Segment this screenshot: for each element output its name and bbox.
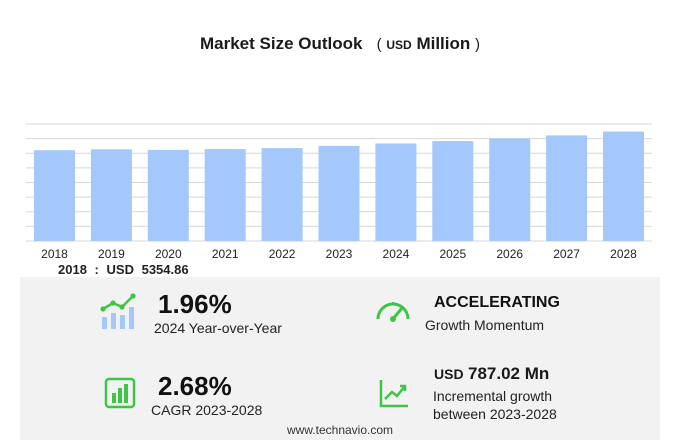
- growth-chart-icon: [100, 293, 136, 329]
- incr-label-2: between 2023-2028: [433, 406, 557, 422]
- x-tick-label: 2026: [496, 247, 523, 260]
- chart-title: Market Size Outlook ( USD Million ): [0, 34, 680, 54]
- x-tick-label: 2018: [41, 247, 68, 260]
- title-main: Market Size Outlook: [199, 34, 363, 53]
- incr-amount: 787.02 Mn: [468, 364, 550, 383]
- base-year: 2018: [58, 262, 87, 277]
- x-axis-labels: 2018 2019 2020 2021 2022 2023 2024 2025 2026 2027…: [41, 247, 637, 260]
- x-tick-label: 2024: [383, 247, 410, 260]
- x-tick-label: 2023: [326, 247, 353, 260]
- cagr-label: CAGR 2023-2028: [151, 402, 263, 418]
- base-year-value: 2018 : USD 5354.86: [58, 262, 193, 277]
- bar-chart: 2018 2019 2020 2021 2022 2023 2024 2025 2026 2027…: [26, 123, 652, 260]
- bar-2028: [603, 131, 644, 241]
- base-currency: USD: [106, 262, 134, 277]
- bar-2022: [261, 148, 303, 241]
- cagr-value: 2.68%: [158, 371, 232, 401]
- bar-2018: [34, 150, 75, 241]
- bars: [34, 131, 644, 241]
- bar-2023: [318, 145, 360, 241]
- title-paren-open: (: [376, 36, 382, 53]
- x-tick-label: 2027: [553, 247, 580, 260]
- base-sep: :: [94, 262, 99, 277]
- speedometer-icon: [376, 302, 410, 322]
- footer-site[interactable]: www.technavio.com: [286, 423, 394, 437]
- incr-label-1: Incremental growth: [433, 388, 553, 404]
- x-tick-label: 2025: [439, 247, 466, 260]
- x-tick-label: 2019: [98, 247, 125, 260]
- base-value: 5354.86: [141, 262, 189, 277]
- momentum-label: Growth Momentum: [425, 317, 545, 333]
- bar-2019: [90, 149, 132, 241]
- bar-2020: [147, 149, 189, 241]
- stats-panel: 1.96% 2024 Year-over-Year ACCELERATING G…: [20, 277, 660, 440]
- trend-line-icon: [379, 380, 408, 408]
- x-tick-label: 2028: [610, 247, 637, 260]
- title-currency: USD: [386, 38, 412, 52]
- title-paren-close: ): [475, 36, 481, 53]
- incremental-value: USD 787.02 Mn: [434, 364, 549, 384]
- yoy-label: 2024 Year-over-Year: [154, 320, 282, 336]
- bar-2027: [546, 135, 588, 241]
- bar-2025: [432, 141, 474, 241]
- bar-2026: [489, 138, 531, 241]
- yoy-value: 1.96%: [158, 289, 232, 319]
- bar-2021: [204, 149, 246, 241]
- x-tick-label: 2020: [155, 247, 182, 260]
- cagr-bar-icon: [104, 377, 136, 409]
- title-unit: Million: [416, 34, 471, 53]
- incr-currency: USD: [434, 366, 464, 382]
- x-tick-label: 2021: [212, 247, 239, 260]
- bar-2024: [375, 143, 417, 241]
- x-tick-label: 2022: [269, 247, 296, 260]
- momentum-value: ACCELERATING: [434, 294, 560, 311]
